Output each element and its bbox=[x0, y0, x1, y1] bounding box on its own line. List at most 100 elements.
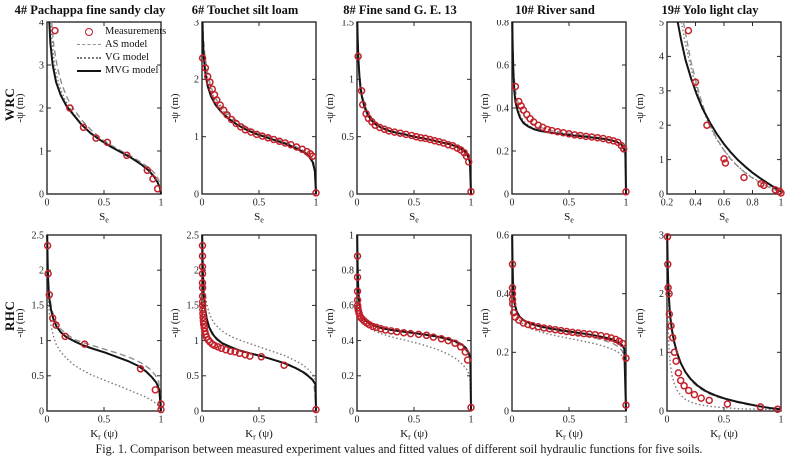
svg-text:0.4: 0.4 bbox=[689, 198, 702, 209]
svg-text:1: 1 bbox=[659, 348, 664, 359]
svg-text:0.5: 0.5 bbox=[253, 415, 266, 426]
axes: 0 0.5 1 0 0.2 0.4 0.6 0.8 1 bbox=[342, 230, 474, 426]
svg-text:0: 0 bbox=[510, 198, 515, 209]
svg-text:0.8: 0.8 bbox=[497, 20, 510, 28]
legend-item-vg-model: VG model bbox=[77, 51, 166, 64]
figure-caption: Fig. 1. Comparison between measured expe… bbox=[95, 442, 703, 456]
svg-text:0: 0 bbox=[45, 415, 50, 426]
svg-text:0.8: 0.8 bbox=[746, 198, 759, 209]
series-vg-model bbox=[356, 21, 472, 195]
y-axis-label: -ψ (m) bbox=[479, 308, 491, 338]
legend-item-as-model: AS model bbox=[77, 38, 166, 51]
svg-text:0.8: 0.8 bbox=[342, 266, 355, 277]
series-mvg-model bbox=[46, 234, 162, 412]
svg-text:1: 1 bbox=[469, 198, 474, 209]
svg-text:1: 1 bbox=[159, 415, 164, 426]
svg-text:1: 1 bbox=[314, 198, 319, 209]
svg-text:2: 2 bbox=[659, 289, 664, 300]
x-axis-label: Se bbox=[409, 211, 419, 225]
svg-text:4: 4 bbox=[39, 20, 44, 28]
series-as-model bbox=[356, 21, 472, 188]
plot-wrc-yolo: 0.2 0.4 0.6 0.8 1 0 1 2 3 4 5 Se -ψ (m) bbox=[634, 17, 785, 225]
cell-wrc-pachappa: 4# Pachappa fine sandy clay 0 0.5 1 0 1 2 3 4 Se… bbox=[14, 2, 166, 231]
series-mvg-model bbox=[511, 234, 627, 412]
series-measurements bbox=[663, 233, 782, 413]
svg-text:0.6: 0.6 bbox=[342, 301, 355, 312]
svg-text:0.6: 0.6 bbox=[497, 231, 510, 241]
svg-text:0.5: 0.5 bbox=[563, 415, 576, 426]
svg-text:0.6: 0.6 bbox=[718, 198, 731, 209]
svg-text:1: 1 bbox=[39, 336, 44, 347]
cell-rhc-river-sand: 0 0.5 1 0 0.2 0.4 0.6 Kr (ψ) -ψ (m) bbox=[479, 230, 631, 448]
axes: 0.2 0.4 0.6 0.8 1 0 1 2 3 4 5 bbox=[659, 17, 784, 209]
x-axis-label: Kr (ψ) bbox=[555, 428, 583, 442]
svg-text:0: 0 bbox=[349, 189, 354, 200]
x-axis-label: Se bbox=[719, 211, 729, 225]
cell-wrc-touchet: 6# Touchet silt loam 0 0.5 1 0 1 2 3 Se -ψ (m) bbox=[169, 2, 321, 231]
svg-text:0.5: 0.5 bbox=[563, 198, 576, 209]
series-as-model bbox=[46, 234, 162, 403]
series-mvg-model bbox=[676, 21, 782, 193]
svg-text:0: 0 bbox=[45, 198, 50, 209]
svg-text:1.5: 1.5 bbox=[342, 20, 355, 28]
subplot-title-yolo: 19# Yolo light clay bbox=[661, 3, 759, 17]
svg-text:1: 1 bbox=[469, 415, 474, 426]
series-measurements bbox=[354, 52, 475, 196]
svg-text:2: 2 bbox=[39, 266, 44, 277]
plot-wrc-river-sand: 0 0.5 1 0 0.2 0.4 0.6 0.8 Se -ψ (m) bbox=[479, 17, 630, 225]
y-axis-label: -ψ (m) bbox=[324, 93, 336, 123]
svg-text:0: 0 bbox=[510, 415, 515, 426]
svg-text:0: 0 bbox=[659, 406, 664, 417]
svg-text:2: 2 bbox=[194, 266, 199, 277]
svg-text:0: 0 bbox=[200, 415, 205, 426]
series-as-model bbox=[511, 234, 627, 403]
series-as-model bbox=[50, 21, 162, 191]
axes: 0 0.5 1 0 0.5 1 1.5 2 2.5 bbox=[187, 230, 319, 426]
svg-text:2.5: 2.5 bbox=[32, 231, 45, 241]
series-mvg-model bbox=[511, 21, 627, 195]
y-axis-label: -ψ (m) bbox=[14, 93, 26, 123]
plot-rhc-river-sand: 0 0.5 1 0 0.2 0.4 0.6 Kr (ψ) -ψ (m) bbox=[479, 230, 630, 442]
svg-text:0.4: 0.4 bbox=[497, 289, 510, 300]
series-vg-model bbox=[511, 21, 627, 195]
svg-text:0.5: 0.5 bbox=[187, 371, 200, 382]
series-measurements bbox=[508, 260, 630, 409]
series-vg-model bbox=[666, 234, 782, 411]
y-axis-label: -ψ (m) bbox=[324, 308, 336, 338]
svg-text:1: 1 bbox=[779, 198, 784, 209]
legend-item-mvg-model: MVG model bbox=[77, 64, 166, 77]
series-measurements bbox=[353, 252, 475, 412]
series-as-model bbox=[356, 234, 472, 403]
svg-text:0: 0 bbox=[39, 406, 44, 417]
series-mvg-model bbox=[666, 234, 782, 411]
x-axis-label: Se bbox=[99, 211, 109, 225]
wrc-row: 4# Pachappa fine sandy clay 0 0.5 1 0 1 2 3 4 Se… bbox=[14, 2, 786, 231]
svg-text:2.5: 2.5 bbox=[187, 231, 200, 241]
cell-wrc-fine-sand: 8# Fine sand G. E. 13 0 0.5 1 0 0.5 1 1.5 Se -ψ … bbox=[324, 2, 476, 231]
legend-label: Measurements bbox=[105, 26, 167, 37]
svg-text:1: 1 bbox=[39, 146, 44, 157]
svg-text:0.6: 0.6 bbox=[497, 60, 510, 71]
svg-text:0: 0 bbox=[349, 406, 354, 417]
series-vg-model bbox=[680, 21, 782, 193]
cell-wrc-yolo: 19# Yolo light clay 0.2 0.4 0.6 0.8 1 0 1 2 3 4 5 S… bbox=[634, 2, 786, 231]
svg-text:0.2: 0.2 bbox=[497, 348, 510, 359]
y-axis-label: -ψ (m) bbox=[169, 308, 181, 338]
plot-wrc-pachappa: 0 0.5 1 0 1 2 3 4 Se -ψ (m) bbox=[14, 17, 164, 225]
axes: 0 0.5 1 0 0.2 0.4 0.6 0.8 bbox=[497, 17, 629, 209]
svg-text:0: 0 bbox=[659, 189, 664, 200]
svg-text:2: 2 bbox=[659, 121, 664, 132]
y-axis-label: -ψ (m) bbox=[169, 93, 181, 123]
series-vg-model bbox=[46, 234, 162, 412]
series-measurements bbox=[51, 26, 162, 193]
series-as-model bbox=[202, 21, 317, 189]
svg-text:0.5: 0.5 bbox=[98, 198, 111, 209]
svg-text:2: 2 bbox=[39, 103, 44, 114]
axes: 0 0.5 1 0 0.5 1 1.5 bbox=[342, 17, 474, 209]
legend-item-measurements: Measurements bbox=[77, 25, 166, 38]
subplot-title-river-sand: 10# River sand bbox=[515, 3, 595, 17]
series-vg-model bbox=[511, 234, 627, 412]
x-axis-label: Kr (ψ) bbox=[245, 428, 273, 442]
x-axis-label: Kr (ψ) bbox=[710, 428, 738, 442]
